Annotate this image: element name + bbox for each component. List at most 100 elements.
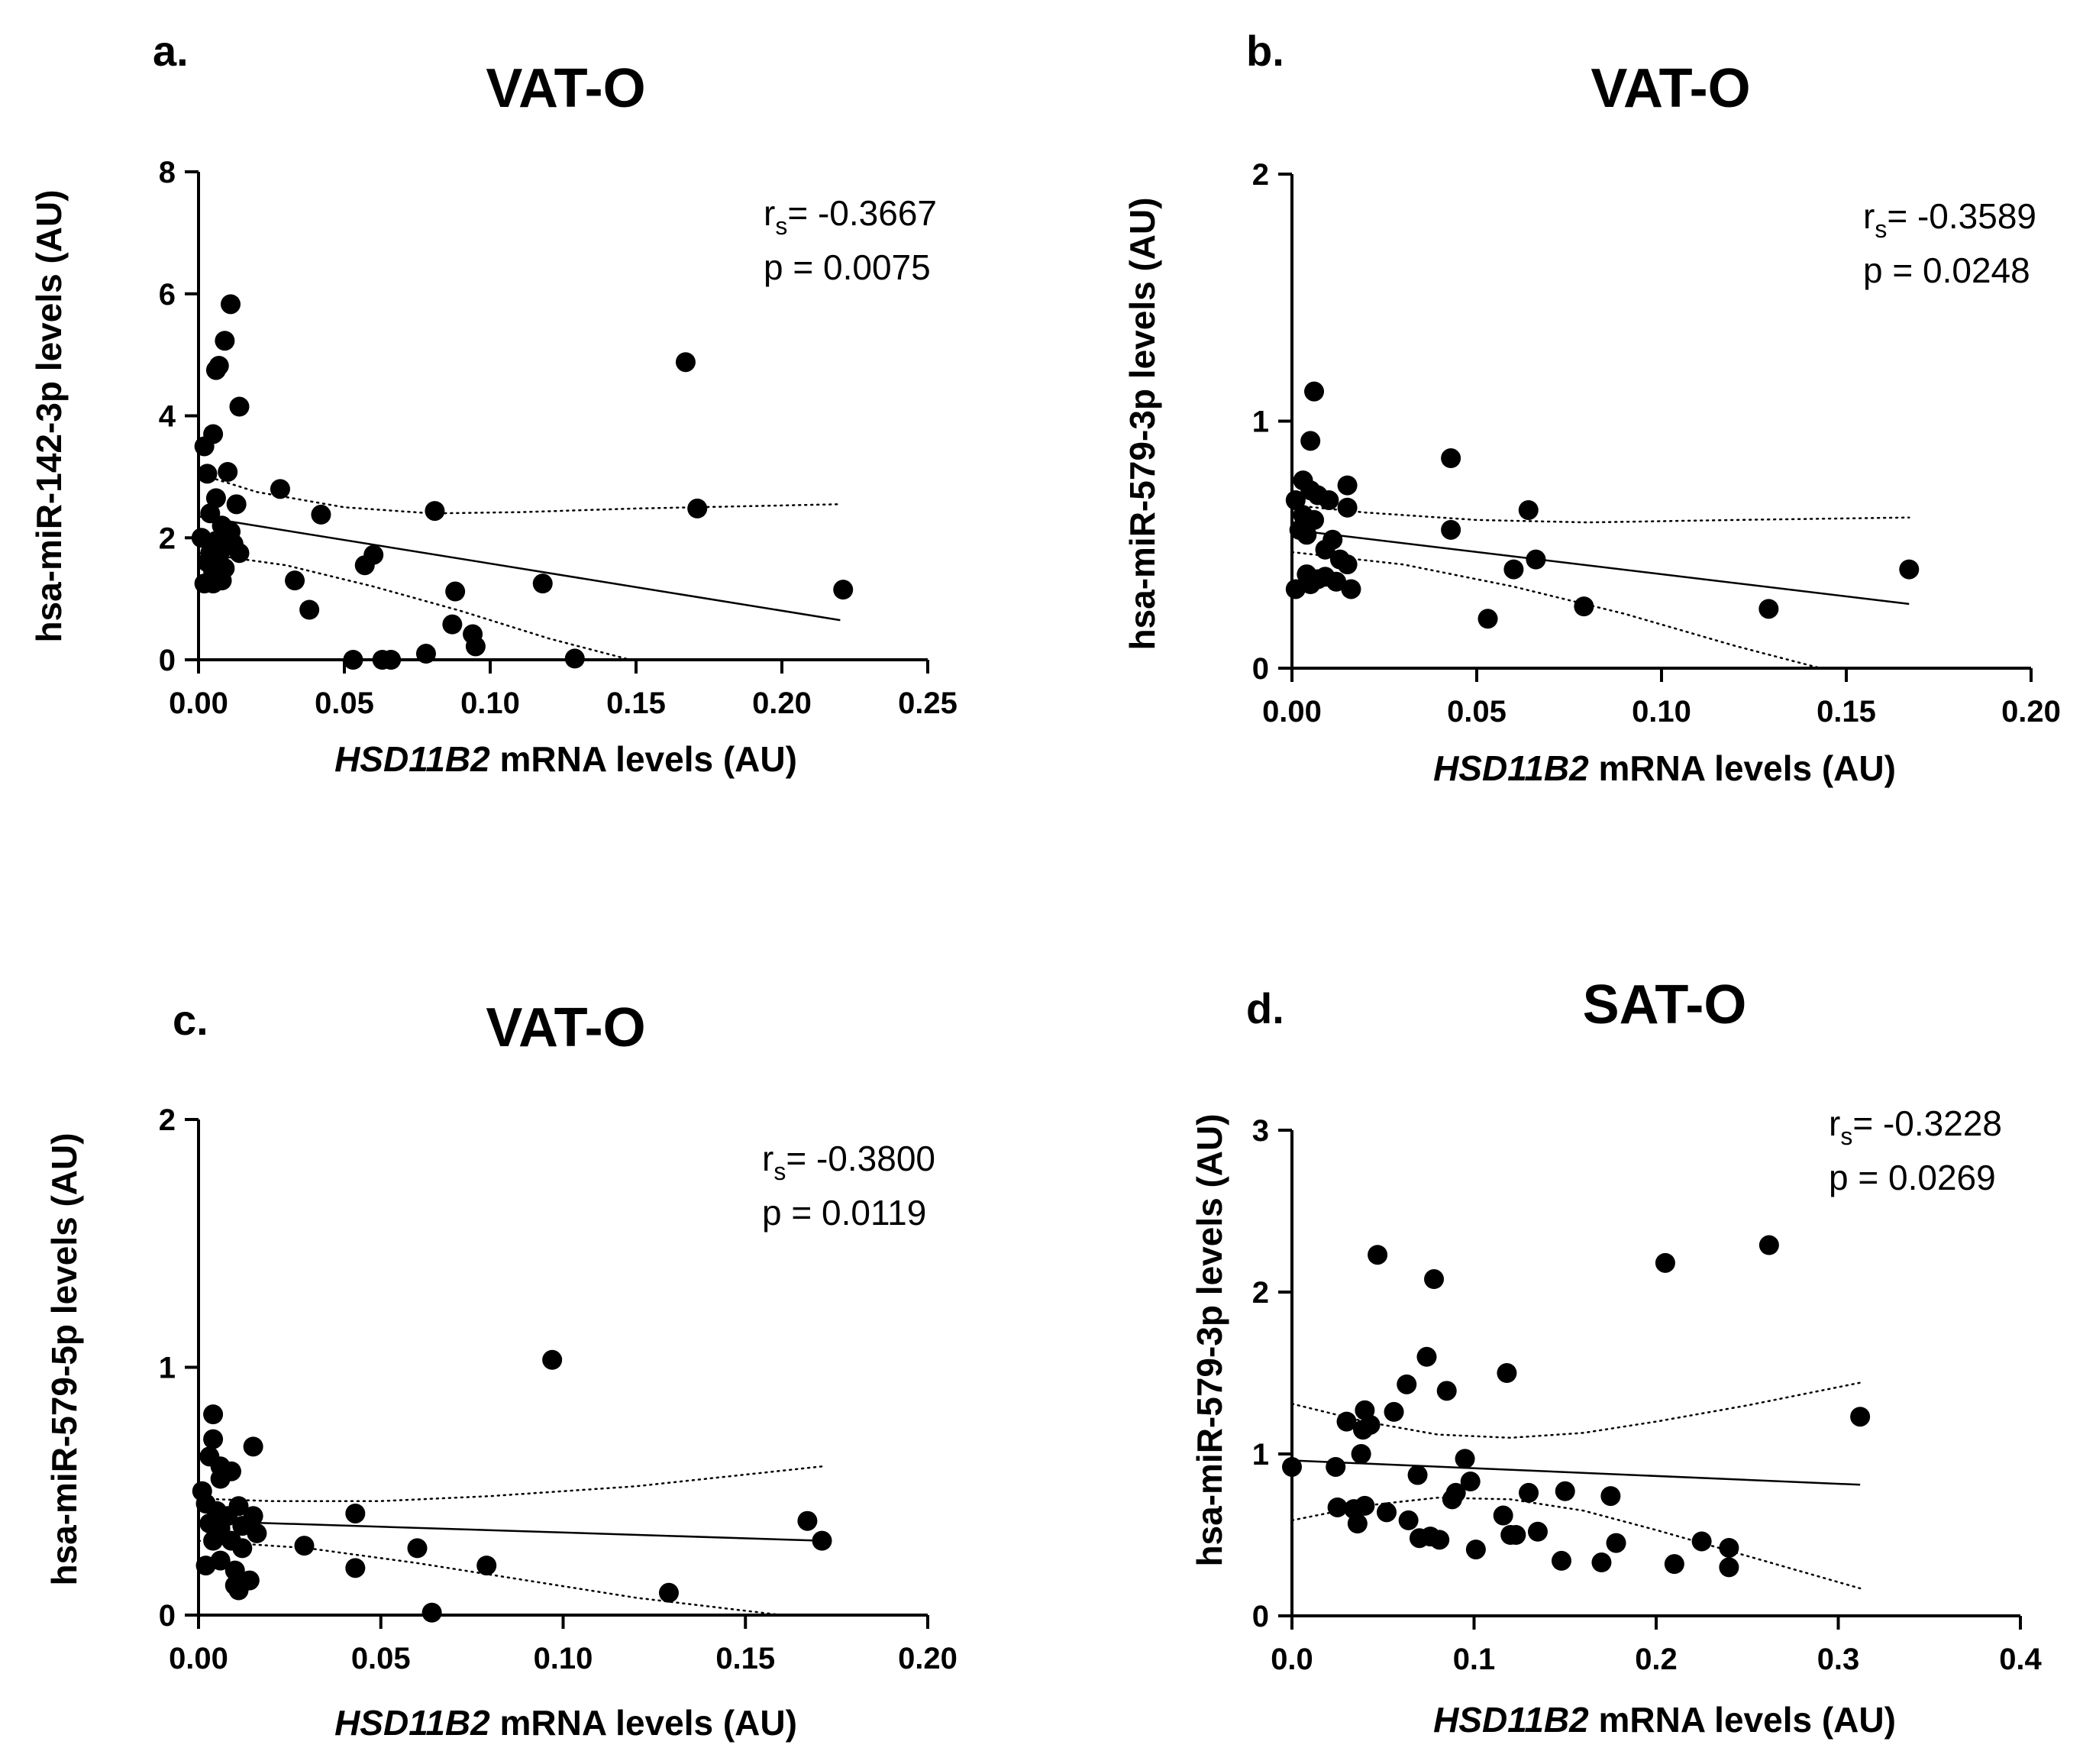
data-point (1360, 1414, 1381, 1435)
data-point (833, 580, 854, 600)
x-tick-label: 0.15 (1817, 695, 1876, 729)
data-point (354, 555, 375, 576)
data-point (1518, 499, 1539, 520)
regression-line (198, 1520, 822, 1542)
plot-area: 0 2 4 6 8 0.00 0.05 0.10 0.15 0.20 0.25 (159, 156, 958, 720)
data-point (294, 1536, 315, 1556)
data-point (1441, 519, 1461, 540)
data-point (797, 1510, 818, 1531)
data-point (1445, 1482, 1466, 1503)
rs-label: r (1863, 196, 1875, 236)
data-point (1337, 475, 1358, 496)
data-point (229, 543, 250, 564)
data-point (1655, 1252, 1675, 1273)
p-value: p = 0.0075 (764, 247, 931, 287)
panel-b: b. VAT-O 0 1 2 0.00 0.05 0.10 0.15 0.20 rs= -0.… (1122, 27, 2061, 788)
data-point (299, 599, 320, 620)
y-tick-label: 8 (159, 156, 176, 189)
panel-a: a. VAT-O 0 2 4 6 8 0.00 0.05 0.10 0.15 0.20 0.25 r… (29, 27, 958, 779)
data-point (203, 1404, 224, 1425)
data-point (1397, 1374, 1417, 1394)
data-point (1691, 1531, 1712, 1552)
x-tick-label: 0.3 (1817, 1643, 1860, 1676)
y-axis-label: hsa-miR-142-3p levels (AU) (29, 189, 69, 642)
data-point (1899, 559, 1920, 580)
rs-subscript: s (775, 212, 787, 240)
data-point (1326, 571, 1347, 592)
rs-subscript: s (1840, 1123, 1852, 1150)
data-point (1304, 509, 1325, 530)
x-axis-label-rest: mRNA levels (AU) (490, 739, 797, 779)
plot-area: 0 1 2 0.00 0.05 0.10 0.15 0.20 (159, 1103, 958, 1675)
x-tick-label: 0.20 (752, 687, 812, 720)
data-point (218, 461, 238, 482)
data-point (1591, 1552, 1612, 1573)
ci-upper-line (197, 1465, 823, 1502)
x-tick-label: 0.00 (1262, 695, 1322, 729)
rs-label: r (762, 1139, 773, 1178)
correlation-stat: rs= -0.3667 (764, 193, 937, 240)
data-point (1719, 1557, 1739, 1578)
data-point (445, 581, 466, 602)
x-tick-label: 0.10 (1632, 695, 1691, 729)
data-point (1758, 599, 1779, 619)
data-point (442, 614, 463, 635)
data-point (532, 573, 553, 594)
x-axis-label: HSD11B2 mRNA levels (AU) (334, 739, 797, 779)
y-axis-label: hsa-miR-579-5p levels (AU) (44, 1132, 84, 1585)
ci-lower-line (1290, 1496, 1862, 1590)
data-point (1377, 1502, 1397, 1523)
x-axis-label-gene: HSD11B2 (334, 739, 490, 779)
data-point (345, 1558, 366, 1578)
data-point (1355, 1495, 1375, 1516)
panel-letter: b. (1246, 27, 1284, 75)
y-tick-label: 0 (159, 644, 176, 677)
data-point (407, 1538, 428, 1559)
y-tick-label: 1 (1252, 405, 1269, 439)
data-point (311, 504, 331, 525)
y-tick-label: 2 (1252, 1276, 1269, 1310)
data-point (1527, 1521, 1548, 1542)
regression-line (1291, 528, 1910, 606)
y-tick-label: 3 (1252, 1114, 1269, 1148)
y-tick-label: 2 (159, 522, 176, 555)
data-point (1519, 1482, 1539, 1503)
data-point (1398, 1510, 1419, 1530)
x-axis-label: HSD11B2 mRNA levels (AU) (1433, 1700, 1896, 1740)
rs-label: r (764, 193, 775, 233)
data-point (421, 1602, 442, 1623)
x-tick-label: 0.0 (1271, 1643, 1313, 1676)
data-point (1315, 539, 1335, 560)
data-point (1424, 1269, 1445, 1290)
data-point (812, 1530, 832, 1551)
data-point (1758, 1235, 1779, 1255)
x-tick-label: 0.15 (715, 1642, 775, 1675)
chart-title: SAT-O (1583, 974, 1747, 1035)
data-point (1336, 1411, 1357, 1432)
data-point (1429, 1530, 1450, 1550)
x-tick-label: 0.4 (1999, 1643, 2042, 1676)
plot-area: 0 1 2 0.00 0.05 0.10 0.15 0.20 (1252, 158, 2061, 729)
panel-letter: a. (153, 27, 189, 75)
ci-lower-line (197, 1539, 783, 1617)
panel-d: d. SAT-O 0 1 2 3 0.0 0.1 0.2 0.3 0.4 rs= -0.3228… (1190, 974, 2043, 1740)
data-point (658, 1582, 679, 1603)
data-point (197, 464, 218, 484)
data-point (1441, 448, 1461, 469)
data-point (203, 1429, 224, 1449)
data-point (1503, 559, 1524, 580)
data-point (205, 488, 226, 509)
data-point (1416, 1346, 1437, 1367)
data-point (1300, 431, 1321, 451)
data-point (1574, 596, 1594, 617)
data-point (270, 479, 290, 499)
data-point (195, 1556, 216, 1576)
data-point (687, 498, 708, 519)
data-point (1465, 1539, 1486, 1560)
data-point (243, 1436, 263, 1457)
x-tick-label: 0.1 (1453, 1643, 1496, 1676)
data-point (476, 1556, 497, 1576)
x-tick-label: 0.10 (460, 687, 520, 720)
y-axis-label: hsa-miR-579-3p levels (AU) (1122, 197, 1162, 650)
regression-line (198, 515, 841, 622)
